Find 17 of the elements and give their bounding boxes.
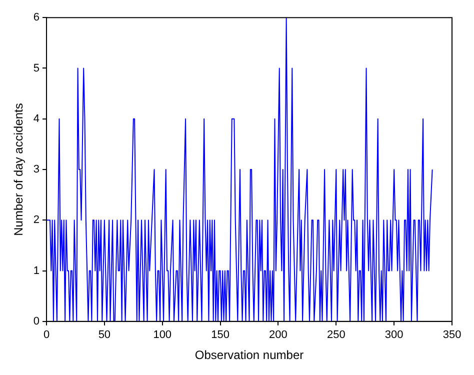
x-axis-title: Observation number	[194, 348, 304, 362]
y-axis-title: Number of day accidents	[12, 103, 26, 236]
y-tick-label: 6	[33, 12, 40, 24]
y-tick-label: 2	[33, 214, 40, 226]
y-tick-label: 1	[33, 264, 40, 277]
y-tick-label: 4	[33, 112, 40, 125]
x-tick-label: 50	[98, 329, 111, 342]
x-tick-label: 0	[43, 329, 50, 342]
x-tick-label: 200	[269, 329, 288, 342]
x-tick-label: 300	[384, 329, 404, 342]
y-tick-label: 3	[33, 164, 40, 176]
y-tick-label: 0	[33, 315, 40, 328]
x-tick-label: 100	[153, 329, 172, 342]
x-tick-label: 350	[442, 329, 462, 342]
x-tick-label: 150	[211, 329, 230, 342]
x-tick-label: 250	[326, 329, 346, 342]
y-tick-label: 5	[33, 62, 40, 74]
